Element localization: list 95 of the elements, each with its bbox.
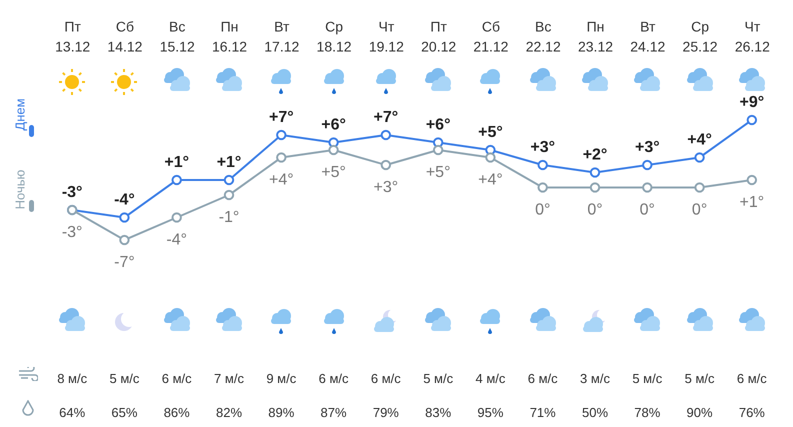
- data-label: +3°: [634, 139, 660, 156]
- data-label: +5°: [478, 124, 503, 141]
- data-label: +5°: [426, 164, 450, 181]
- text: 7 м/с: [214, 371, 244, 386]
- x-tick-label: Пн 23.12: [578, 18, 614, 54]
- x-tick-label: Ср 18.12: [316, 18, 352, 54]
- point: [224, 174, 234, 186]
- point: [746, 114, 758, 126]
- x-tick-label: Пн 16.12: [212, 18, 248, 54]
- data-label: +3°: [374, 179, 398, 196]
- text: 64%: [59, 405, 86, 420]
- text: 95%: [477, 405, 504, 420]
- data-label: +9°: [740, 94, 764, 111]
- x-tick-label: Пт 20.12: [421, 18, 456, 54]
- point: [694, 182, 705, 193]
- text: 6 м/с: [162, 371, 192, 386]
- point: [642, 160, 652, 170]
- text: 8 м/с: [57, 371, 88, 386]
- text: Днем: [12, 97, 28, 133]
- point: [328, 144, 339, 156]
- data-label: +7°: [268, 109, 294, 126]
- data-label: 0°: [535, 202, 550, 218]
- text: 6 м/с: [318, 371, 350, 386]
- data-label: +4°: [687, 132, 712, 148]
- data-label: -7°: [114, 254, 135, 271]
- data-label: 0°: [640, 202, 655, 218]
- text: 89%: [268, 405, 295, 420]
- x-tick-label: Вс 15.12: [160, 18, 195, 54]
- x-tick-label: Ср 25.12: [682, 18, 718, 54]
- text: 6 м/с: [528, 371, 558, 386]
- point: [694, 152, 705, 163]
- text: 79%: [372, 405, 400, 420]
- data-label: +1°: [740, 194, 764, 211]
- data-label: -1°: [218, 209, 240, 226]
- data-label: -4°: [114, 192, 135, 208]
- data-label: -4°: [166, 232, 188, 248]
- text: 71%: [530, 405, 556, 420]
- x-tick-label: Вт 17.12: [264, 18, 300, 54]
- point: [172, 212, 182, 223]
- x-tick-label: Пт 13.12: [55, 18, 90, 54]
- point: [119, 212, 130, 223]
- point: [538, 160, 548, 170]
- text: 4 м/с: [475, 371, 506, 386]
- text: 5 м/с: [109, 371, 140, 386]
- point: [380, 130, 392, 140]
- point: [172, 174, 182, 186]
- text: 3 м/с: [580, 371, 610, 386]
- data-label: +1°: [164, 154, 190, 171]
- text: 78%: [634, 405, 661, 420]
- data-label: -3°: [62, 224, 82, 241]
- data-label: -3°: [62, 184, 82, 201]
- point: [380, 160, 392, 170]
- x-tick-label: Сб 14.12: [107, 18, 143, 54]
- text: 82%: [216, 405, 242, 420]
- text: 5 м/с: [423, 371, 454, 386]
- text: 86%: [164, 405, 190, 420]
- data-label: +6°: [321, 116, 346, 134]
- text: 5 м/с: [684, 371, 716, 386]
- data-label: +1°: [216, 154, 242, 171]
- text: 87%: [320, 405, 348, 420]
- data-label: 0°: [692, 202, 708, 218]
- point: [276, 130, 286, 140]
- point: [276, 152, 286, 163]
- point: [119, 234, 130, 246]
- x-tick-label: Чт 19.12: [368, 18, 404, 54]
- x-tick-label: Вт 24.12: [630, 18, 666, 54]
- text: Ночью: [12, 168, 28, 212]
- text: 9 м/с: [266, 371, 297, 386]
- text: 5 м/с: [632, 371, 663, 386]
- x-tick-label: Вс 22.12: [526, 18, 561, 54]
- x-tick-label: Сб 21.12: [473, 18, 509, 54]
- data-label: +4°: [478, 172, 503, 188]
- data-label: +3°: [530, 139, 556, 156]
- data-label: +7°: [374, 109, 398, 126]
- text: 6 м/с: [736, 371, 768, 386]
- text: 50%: [582, 405, 608, 420]
- text: 83%: [425, 405, 452, 420]
- point: [590, 167, 600, 178]
- point: [485, 152, 496, 163]
- text: 6 м/с: [370, 371, 402, 386]
- data-label: +2°: [582, 146, 608, 164]
- point: [746, 174, 758, 186]
- data-label: +5°: [321, 164, 346, 181]
- x-tick-label: Чт 26.12: [734, 18, 770, 54]
- data-label: +6°: [426, 116, 450, 134]
- data-label: +4°: [268, 172, 294, 188]
- text: 65%: [111, 405, 138, 420]
- point: [224, 190, 234, 200]
- point: [642, 182, 652, 193]
- point: [432, 144, 444, 156]
- text: 76%: [738, 405, 766, 420]
- text: 90%: [686, 405, 714, 420]
- point: [590, 182, 600, 193]
- data-label: 0°: [587, 202, 603, 218]
- point: [538, 182, 548, 193]
